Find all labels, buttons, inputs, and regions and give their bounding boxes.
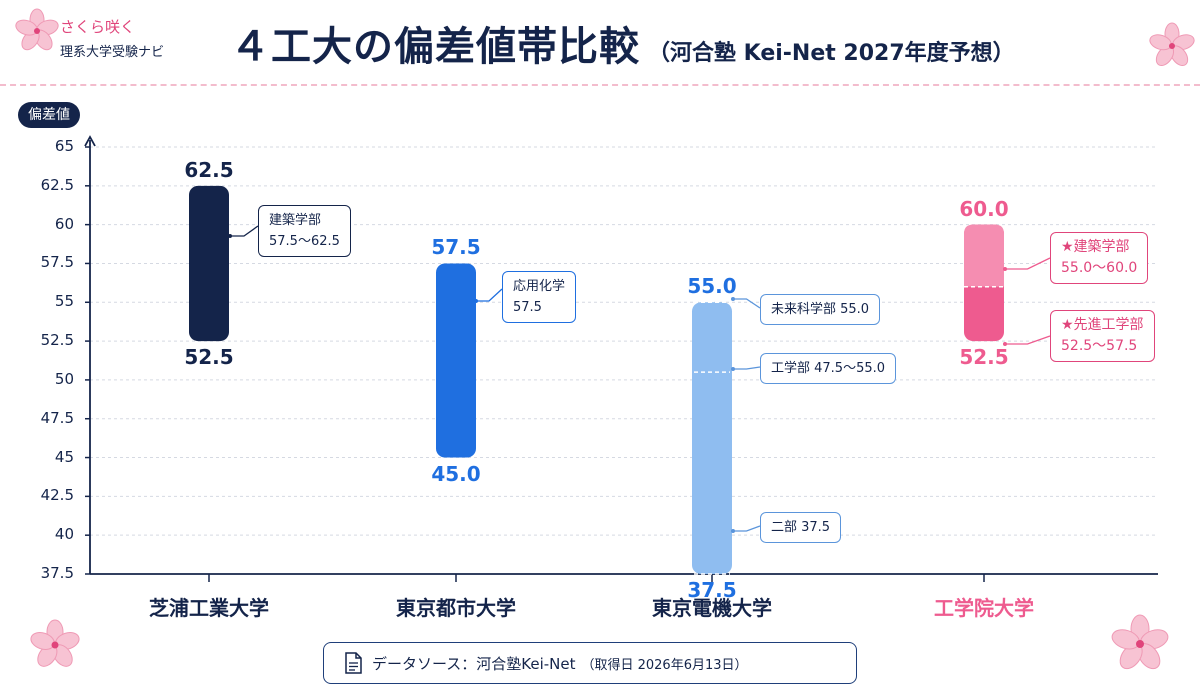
range-bar	[692, 302, 732, 574]
callout-leader-dot	[1003, 342, 1007, 346]
callout-line: 未来科学部 55.0	[771, 302, 870, 317]
callout-line: 応用化学	[513, 279, 566, 294]
data-source-date: （取得日 2026年6月13日）	[581, 657, 748, 673]
callout-line: 工学部 47.5〜55.0	[771, 361, 886, 376]
range-high-label: 55.0	[687, 274, 737, 299]
category-label: 芝浦工業大学	[149, 596, 269, 620]
y-tick-label: 57.5	[40, 253, 74, 272]
y-tick-label: 65	[54, 137, 74, 155]
callout-leader	[733, 525, 761, 532]
header: さくら咲く 理系大学受験ナビ ４工大の偏差値帯比較 （河合塾 Kei-Net 20…	[0, 0, 1200, 90]
callout-leader	[1005, 257, 1051, 270]
range-low-label: 52.5	[184, 345, 234, 370]
y-tick-label: 45	[54, 447, 74, 466]
callout-denki-future-science: 未来科学部 55.0	[760, 294, 881, 325]
data-source-text: データソース：河合塾Kei-Net	[372, 654, 576, 673]
callout-kogakuin-architecture: ★建築学部 55.0〜60.0	[1050, 232, 1149, 284]
callout-leader-dot	[474, 299, 478, 303]
range-bar-upper	[964, 224, 1004, 287]
callout-line: 52.5〜57.5	[1061, 338, 1138, 354]
callout-line: 57.5	[513, 300, 542, 315]
callout-denki-engineering: 工学部 47.5〜55.0	[760, 353, 897, 384]
callout-leader-dot	[731, 367, 735, 371]
callout-line: 建築学部	[269, 213, 322, 228]
callout-leader	[476, 288, 503, 302]
y-tick-label: 50	[54, 369, 74, 388]
category-label: 工学院大学	[934, 596, 1034, 620]
brand: さくら咲く 理系大学受験ナビ	[60, 16, 164, 60]
callout-leader	[733, 366, 761, 370]
callout-leader-dot	[228, 234, 232, 238]
y-axis-label: 偏差値	[18, 102, 80, 128]
brand-subtitle: 理系大学受験ナビ	[60, 45, 165, 60]
callout-leader-dot	[731, 297, 735, 301]
callout-leader	[230, 225, 259, 237]
range-high-label: 60.0	[959, 196, 1009, 221]
callout-leader	[1005, 335, 1051, 345]
category-label: 東京電機大学	[652, 596, 772, 620]
callout-line: ★建築学部	[1061, 239, 1130, 255]
range-bar	[436, 263, 476, 458]
callout-leader-dot	[1003, 267, 1007, 271]
category-label: 東京都市大学	[396, 596, 516, 620]
y-tick-label: 52.5	[40, 331, 74, 350]
range-high-label: 57.5	[431, 235, 481, 260]
callout-denki-night: 二部 37.5	[760, 512, 842, 543]
sakura-icon	[30, 619, 80, 667]
brand-name: さくら咲く	[60, 18, 136, 36]
header-divider	[0, 84, 1200, 86]
sakura-icon	[15, 8, 59, 51]
range-bar	[189, 185, 229, 342]
callout-line: 57.5〜62.5	[269, 234, 340, 249]
y-tick-label: 60	[54, 214, 74, 233]
callout-line: 55.0〜60.0	[1061, 260, 1138, 276]
callout-leader-dot	[731, 529, 735, 533]
y-axis-arrow	[84, 135, 96, 147]
y-tick-label: 62.5	[40, 175, 74, 194]
callout-line: ★先進工学部	[1061, 317, 1144, 333]
sakura-icon	[1111, 614, 1169, 670]
title-main: ４工大の偏差値帯比較	[230, 24, 640, 70]
callout-shibaura-architecture: 建築学部 57.5〜62.5	[258, 205, 351, 257]
range-high-label: 62.5	[184, 157, 234, 182]
range-low-label: 45.0	[431, 461, 481, 486]
page-title: ４工大の偏差値帯比較 （河合塾 Kei-Net 2027年度予想）	[230, 14, 1015, 72]
y-tick-label: 40	[54, 525, 74, 544]
callout-line: 二部 37.5	[771, 520, 831, 535]
sakura-icon	[1149, 22, 1195, 67]
callout-leader	[733, 298, 761, 309]
title-sub: （河合塾 Kei-Net 2027年度予想）	[648, 41, 1015, 66]
range-low-label: 37.5	[687, 578, 737, 602]
callout-kogakuin-advanced-eng: ★先進工学部 52.5〜57.5	[1050, 310, 1155, 362]
callout-toshi-applied-chem: 応用化学 57.5	[502, 271, 577, 323]
y-tick-label: 42.5	[40, 486, 74, 505]
range-low-label: 52.5	[959, 345, 1009, 370]
document-icon	[345, 652, 362, 674]
data-source-box: データソース：河合塾Kei-Net （取得日 2026年6月13日）	[323, 642, 857, 684]
y-tick-label: 55	[54, 292, 74, 311]
y-tick-label: 37.5	[40, 564, 74, 582]
y-tick-label: 47.5	[40, 408, 74, 427]
